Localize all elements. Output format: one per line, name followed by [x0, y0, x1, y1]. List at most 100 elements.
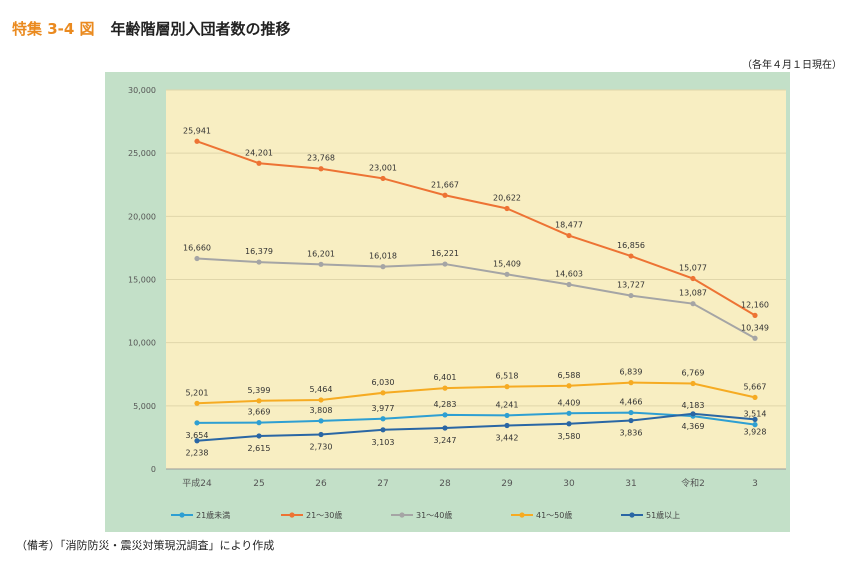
data-point	[752, 312, 758, 318]
legend-label: 41～50歳	[536, 510, 572, 520]
data-label: 3,580	[558, 432, 581, 441]
data-label: 5,464	[310, 385, 333, 394]
data-point	[256, 433, 262, 439]
data-label: 6,588	[558, 371, 581, 380]
line-chart: 0 5,000 10,000 15,000 20,000 25,000 30,000 平成24…	[105, 72, 790, 532]
data-point	[380, 390, 386, 396]
y-tick-label: 15,000	[128, 276, 156, 285]
data-label: 13,727	[617, 281, 645, 290]
data-label: 21,667	[431, 180, 459, 189]
data-point	[690, 301, 696, 307]
data-point	[752, 394, 758, 401]
series-line	[196, 381, 756, 405]
data-label: 5,399	[248, 386, 271, 395]
data-point	[752, 335, 758, 341]
data-point	[442, 412, 448, 418]
data-label: 4,369	[682, 422, 705, 431]
series-line	[196, 257, 756, 340]
data-label: 3,808	[310, 406, 333, 415]
data-label: 23,001	[369, 163, 397, 172]
x-tick-label: 26	[315, 479, 327, 489]
data-point	[504, 271, 510, 277]
data-label: 3,654	[186, 431, 209, 440]
y-tick-label: 25,000	[128, 149, 156, 158]
figure-number: 特集 3-4 図	[12, 20, 95, 38]
data-label: 16,018	[369, 252, 397, 261]
data-point	[194, 420, 200, 426]
x-tick-label: 令和2	[681, 477, 705, 489]
data-label: 24,201	[245, 148, 273, 157]
data-label: 4,466	[620, 398, 643, 407]
x-tick-label: 29	[501, 479, 513, 489]
data-point	[318, 397, 324, 403]
data-point	[380, 175, 386, 182]
x-tick-label: 31	[625, 479, 636, 489]
data-label: 2,238	[186, 449, 209, 458]
y-tick-label: 5,000	[133, 402, 156, 411]
data-point	[194, 255, 200, 262]
data-label: 4,283	[434, 400, 457, 409]
data-point	[194, 138, 200, 144]
data-label: 15,077	[679, 264, 707, 273]
data-label: 3,514	[744, 410, 767, 419]
data-label: 23,768	[307, 154, 335, 163]
data-point	[442, 385, 448, 391]
legend-label: 51歳以上	[646, 510, 680, 520]
data-point	[628, 409, 634, 416]
data-label: 6,401	[434, 373, 457, 382]
data-point	[318, 166, 324, 172]
data-label: 3,103	[372, 438, 395, 447]
data-point	[380, 264, 386, 270]
data-label: 10,349	[741, 323, 769, 332]
legend-marker	[399, 512, 405, 518]
data-label: 3,977	[372, 404, 395, 413]
data-point	[504, 384, 510, 390]
data-label: 2,615	[248, 444, 271, 453]
data-label: 16,201	[307, 249, 335, 258]
data-point	[442, 261, 448, 267]
data-label: 6,769	[682, 368, 705, 377]
legend-marker	[289, 512, 295, 518]
x-tick-label: 3	[752, 479, 758, 489]
data-label: 3,442	[496, 434, 519, 443]
data-label: 4,241	[496, 400, 519, 409]
data-point	[690, 275, 696, 282]
data-point	[504, 205, 510, 212]
data-label: 14,603	[555, 270, 583, 279]
data-point	[566, 232, 572, 239]
data-point	[628, 380, 634, 386]
data-point	[628, 292, 634, 299]
legend-label: 21～30歳	[306, 510, 342, 520]
x-tick-label: 27	[377, 479, 388, 489]
data-point	[690, 380, 696, 387]
data-point	[318, 431, 324, 438]
data-label: 15,409	[493, 259, 521, 268]
x-tick-label: 28	[439, 479, 451, 489]
data-point	[318, 418, 324, 424]
data-point	[752, 416, 758, 422]
data-point	[504, 422, 510, 429]
data-point	[256, 160, 262, 166]
data-point	[690, 411, 696, 417]
data-point	[566, 281, 572, 288]
data-point	[380, 427, 386, 433]
source-note: （備考）「消防防災・震災対策現況調査」により作成	[16, 539, 275, 552]
data-label: 13,087	[679, 289, 707, 298]
data-point	[566, 383, 572, 389]
date-note: （各年４月１日現在）	[742, 60, 842, 71]
x-tick-label: 30	[563, 479, 575, 489]
data-point	[628, 253, 634, 259]
data-point	[194, 400, 200, 406]
data-label: 16,856	[617, 241, 645, 250]
data-point	[380, 416, 386, 422]
data-label: 6,518	[496, 372, 519, 381]
x-tick-label: 25	[253, 479, 264, 489]
figure-title: 特集 3-4 図年齢階層別入団者数の推移	[12, 18, 291, 39]
figure-title-text: 年齢階層別入団者数の推移	[110, 20, 291, 38]
data-label: 16,221	[431, 249, 459, 258]
data-point	[194, 438, 200, 444]
data-label: 5,667	[744, 382, 767, 391]
data-label: 4,183	[682, 401, 705, 410]
data-point	[318, 261, 324, 267]
data-point	[256, 420, 262, 426]
